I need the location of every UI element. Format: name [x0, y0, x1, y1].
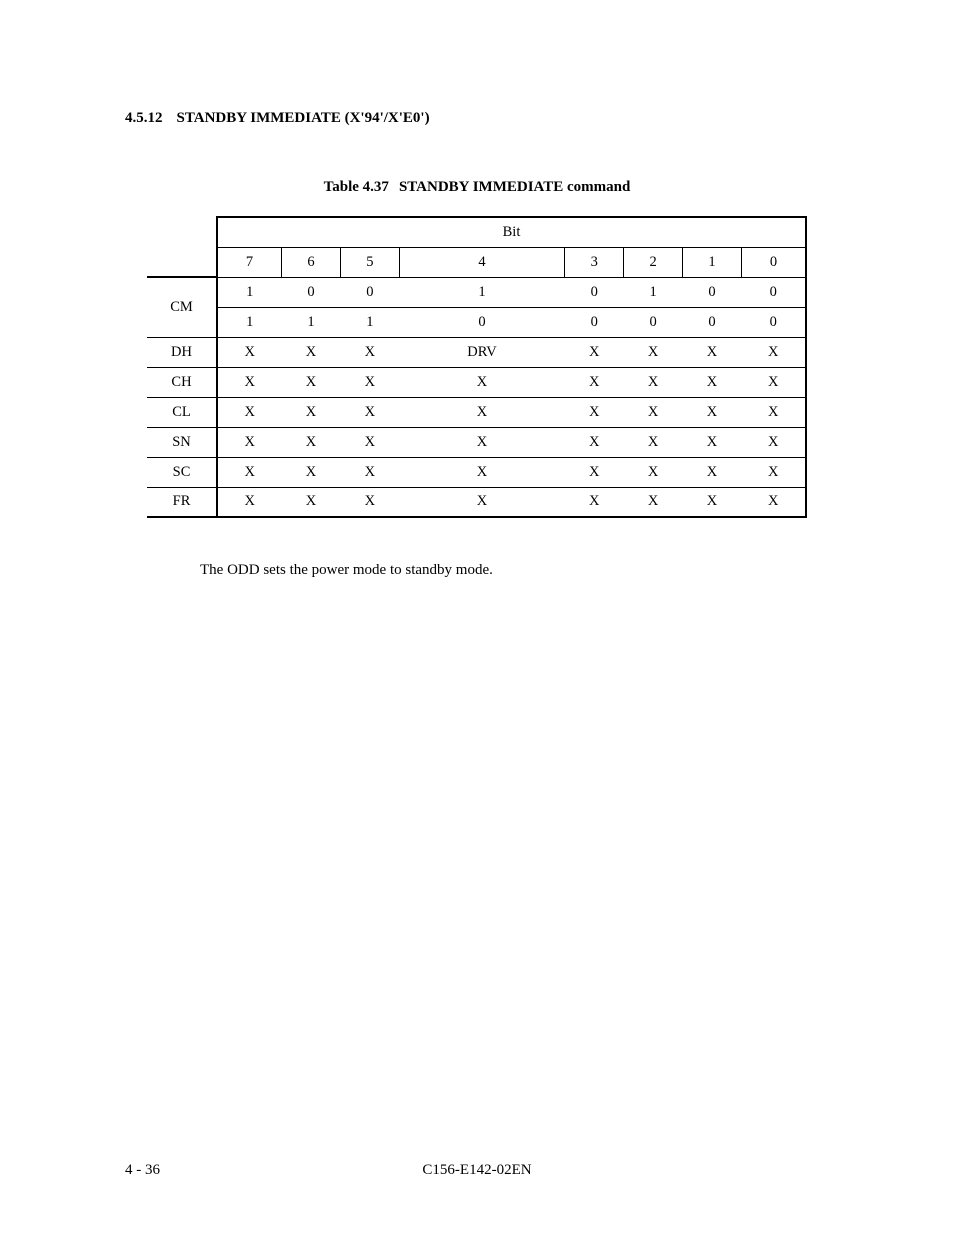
cell: 0 — [683, 307, 742, 337]
section-number: 4.5.12 — [125, 110, 163, 127]
cell: 0 — [399, 307, 564, 337]
cell: 1 — [282, 307, 341, 337]
cell: X — [565, 487, 624, 517]
bit-col: 3 — [565, 247, 624, 277]
row-label: CL — [147, 397, 217, 427]
cell: X — [565, 457, 624, 487]
cell: X — [282, 457, 341, 487]
cell: X — [217, 337, 282, 367]
bit-col: 6 — [282, 247, 341, 277]
cell: X — [217, 487, 282, 517]
cell: X — [399, 457, 564, 487]
cell: 1 — [624, 277, 683, 307]
cell: X — [340, 397, 399, 427]
cell: X — [340, 457, 399, 487]
row-label: SC — [147, 457, 217, 487]
bit-col: 0 — [741, 247, 806, 277]
cell: X — [282, 367, 341, 397]
cell: X — [340, 367, 399, 397]
cell: X — [683, 337, 742, 367]
row-label: CH — [147, 367, 217, 397]
cell: 0 — [683, 277, 742, 307]
cell: X — [683, 367, 742, 397]
cell: 0 — [282, 277, 341, 307]
cell: X — [282, 427, 341, 457]
caption-text: STANDBY IMMEDIATE command — [399, 179, 630, 195]
cell: X — [624, 337, 683, 367]
cell: X — [217, 427, 282, 457]
cell: X — [741, 487, 806, 517]
cell: X — [741, 457, 806, 487]
cell: X — [282, 487, 341, 517]
cell: 0 — [624, 307, 683, 337]
bit-col: 2 — [624, 247, 683, 277]
page-number: 4 - 36 — [125, 1162, 160, 1179]
cell: X — [565, 367, 624, 397]
label-cell-empty — [147, 247, 217, 277]
section-heading: 4.5.12 STANDBY IMMEDIATE (X'94'/X'E0') — [125, 110, 829, 127]
cell: X — [565, 337, 624, 367]
cell: X — [399, 487, 564, 517]
cell: 1 — [217, 307, 282, 337]
label-cell-empty — [147, 217, 217, 247]
cell: X — [340, 337, 399, 367]
body-paragraph: The ODD sets the power mode to standby m… — [200, 562, 829, 579]
cell: X — [741, 427, 806, 457]
cell: X — [741, 367, 806, 397]
page-footer: 4 - 36 C156-E142-02EN — [0, 1162, 954, 1179]
bit-col: 4 — [399, 247, 564, 277]
cell: X — [399, 427, 564, 457]
command-table: Bit 7 6 5 4 3 2 1 0 CM 1 0 0 1 0 1 0 0 1 — [147, 216, 807, 518]
cell: X — [399, 367, 564, 397]
cell: X — [340, 487, 399, 517]
row-label: DH — [147, 337, 217, 367]
cell: DRV — [399, 337, 564, 367]
cell: X — [624, 397, 683, 427]
cell: X — [683, 457, 742, 487]
bit-col: 1 — [683, 247, 742, 277]
cell: X — [217, 457, 282, 487]
cell: 0 — [565, 277, 624, 307]
row-label: SN — [147, 427, 217, 457]
cell: X — [565, 427, 624, 457]
bit-col: 7 — [217, 247, 282, 277]
cell: X — [741, 397, 806, 427]
cell: X — [565, 397, 624, 427]
cell: X — [217, 397, 282, 427]
cell: X — [741, 337, 806, 367]
table-caption: Table 4.37 STANDBY IMMEDIATE command — [125, 179, 829, 196]
cell: X — [624, 367, 683, 397]
cell: X — [282, 397, 341, 427]
cell: 0 — [340, 277, 399, 307]
cell: 0 — [741, 307, 806, 337]
cell: X — [282, 337, 341, 367]
cell: X — [624, 457, 683, 487]
cell: X — [683, 397, 742, 427]
cell: X — [399, 397, 564, 427]
caption-label: Table 4.37 — [324, 179, 389, 195]
bit-col: 5 — [340, 247, 399, 277]
section-title: STANDBY IMMEDIATE (X'94'/X'E0') — [177, 110, 430, 126]
cell: 1 — [340, 307, 399, 337]
row-label: CM — [147, 277, 217, 337]
cell: X — [683, 427, 742, 457]
cell: 1 — [217, 277, 282, 307]
cell: X — [340, 427, 399, 457]
row-label: FR — [147, 487, 217, 517]
bit-header: Bit — [217, 217, 806, 247]
cell: 0 — [741, 277, 806, 307]
cell: X — [624, 427, 683, 457]
cell: X — [217, 367, 282, 397]
cell: 0 — [565, 307, 624, 337]
cell: X — [624, 487, 683, 517]
cell: 1 — [399, 277, 564, 307]
cell: X — [683, 487, 742, 517]
